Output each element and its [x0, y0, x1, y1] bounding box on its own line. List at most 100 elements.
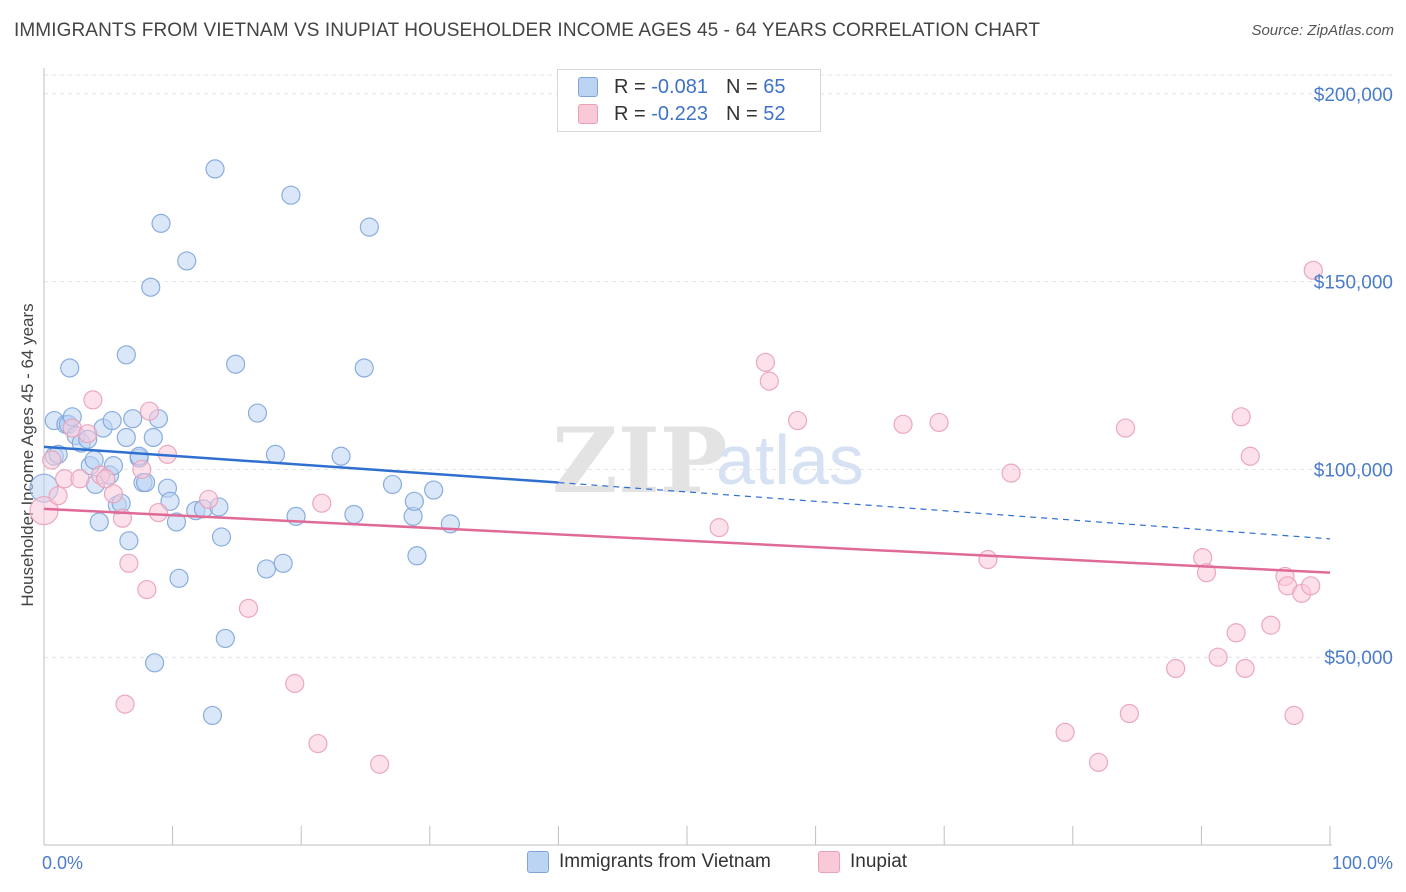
r-label: R =: [614, 102, 646, 125]
point-inupiat: [119, 553, 139, 573]
point-vietnam: [424, 480, 444, 500]
point-vietnam: [404, 491, 424, 511]
point-vietnam: [169, 568, 189, 588]
x-tick-labels: 0.0% 100.0%: [42, 853, 1393, 873]
legend-swatch-vietnam: [578, 77, 598, 97]
point-vietnam: [265, 444, 286, 464]
x-tick-label: 0.0%: [42, 853, 83, 873]
legend-swatch-vietnam: [527, 851, 549, 873]
point-inupiat: [893, 414, 913, 434]
y-tick-labels: $50,000 $100,000 $150,000 $200,000: [1314, 85, 1393, 669]
point-vietnam: [215, 628, 235, 649]
point-vietnam: [407, 546, 427, 566]
point-vietnam: [344, 504, 364, 525]
point-inupiat: [759, 371, 779, 391]
series-inupiat-points: [29, 260, 1323, 774]
point-inupiat: [1303, 260, 1323, 280]
point-inupiat: [370, 754, 390, 774]
point-vietnam: [160, 491, 180, 511]
point-vietnam: [177, 251, 197, 271]
y-tick-label: $200,000: [1314, 85, 1393, 106]
n-value-vietnam: 65: [763, 75, 786, 98]
r-value-vietnam: -0.081: [651, 75, 708, 98]
r-value-inupiat: -0.223: [651, 102, 708, 125]
y-tick-label: $100,000: [1314, 460, 1393, 481]
point-inupiat: [199, 489, 219, 510]
watermark: ZIP atlas: [552, 408, 864, 514]
point-vietnam: [102, 410, 122, 431]
legend-item-vietnam[interactable]: Immigrants from Vietnam: [527, 851, 771, 873]
point-inupiat: [1284, 705, 1304, 726]
legend-item-inupiat[interactable]: Inupiat: [818, 851, 907, 873]
point-inupiat: [1088, 752, 1109, 772]
point-inupiat: [137, 579, 157, 600]
point-vietnam: [247, 403, 268, 423]
point-inupiat: [787, 410, 808, 431]
point-vietnam: [359, 217, 379, 237]
point-inupiat: [709, 518, 729, 538]
gridlines: [44, 74, 1395, 658]
legend-label-inupiat: Inupiat: [850, 851, 908, 872]
point-inupiat: [1115, 418, 1136, 438]
point-inupiat: [1235, 658, 1255, 679]
n-label: N =: [725, 75, 758, 98]
point-vietnam: [151, 213, 171, 233]
x-tick-label: 100.0%: [1332, 853, 1393, 873]
point-inupiat: [139, 401, 160, 421]
point-vietnam: [144, 653, 165, 673]
point-inupiat: [1240, 446, 1260, 466]
point-inupiat: [78, 424, 98, 444]
point-inupiat: [83, 390, 103, 410]
legend-label-vietnam: Immigrants from Vietnam: [559, 851, 771, 872]
trend-line-vietnam-extension: [558, 481, 1331, 540]
trend-line-inupiat: [43, 507, 1331, 574]
point-vietnam: [123, 409, 143, 429]
point-vietnam: [166, 512, 187, 532]
point-vietnam: [226, 354, 246, 374]
source-label: Source: ZipAtlas.com: [1251, 22, 1394, 39]
correlation-legend: R = -0.081 N = 65 R = -0.223 N = 52: [557, 69, 821, 132]
y-tick-label: $150,000: [1314, 273, 1393, 294]
point-inupiat: [1055, 722, 1075, 742]
point-vietnam: [382, 474, 403, 495]
point-inupiat: [1166, 658, 1186, 679]
point-inupiat: [1001, 463, 1021, 483]
point-inupiat: [929, 412, 949, 433]
point-inupiat: [308, 733, 328, 754]
point-inupiat: [70, 469, 90, 489]
watermark-zip: ZIP: [552, 408, 727, 514]
trend-line-vietnam: [43, 445, 559, 484]
point-inupiat: [42, 450, 62, 470]
point-inupiat: [238, 598, 259, 618]
point-inupiat: [115, 694, 135, 714]
n-value-inupiat: 52: [763, 102, 786, 125]
point-inupiat: [285, 673, 305, 694]
point-vietnam: [60, 358, 80, 378]
point-vietnam: [89, 512, 109, 532]
axes: [43, 68, 1332, 846]
point-vietnam: [119, 531, 139, 551]
point-inupiat: [1208, 647, 1228, 667]
point-vietnam: [141, 277, 161, 297]
point-vietnam: [143, 427, 163, 448]
r-label: R =: [614, 75, 646, 98]
point-inupiat: [96, 469, 116, 489]
series-vietnam-points: [29, 159, 460, 726]
point-vietnam: [116, 345, 136, 365]
legend-swatch-inupiat: [578, 104, 598, 124]
point-vietnam: [281, 185, 301, 205]
watermark-atlas: atlas: [716, 421, 864, 499]
point-inupiat: [1301, 576, 1321, 596]
point-inupiat: [1226, 623, 1246, 643]
point-vietnam: [211, 527, 232, 547]
point-vietnam: [116, 427, 136, 448]
point-inupiat: [132, 459, 152, 479]
n-label: N =: [725, 102, 758, 125]
point-inupiat: [1261, 615, 1281, 635]
series-legend: Immigrants from Vietnam Inupiat: [0, 851, 1406, 879]
point-inupiat: [1231, 407, 1251, 427]
point-inupiat: [103, 484, 124, 504]
point-inupiat: [312, 493, 332, 513]
point-vietnam: [202, 705, 223, 726]
